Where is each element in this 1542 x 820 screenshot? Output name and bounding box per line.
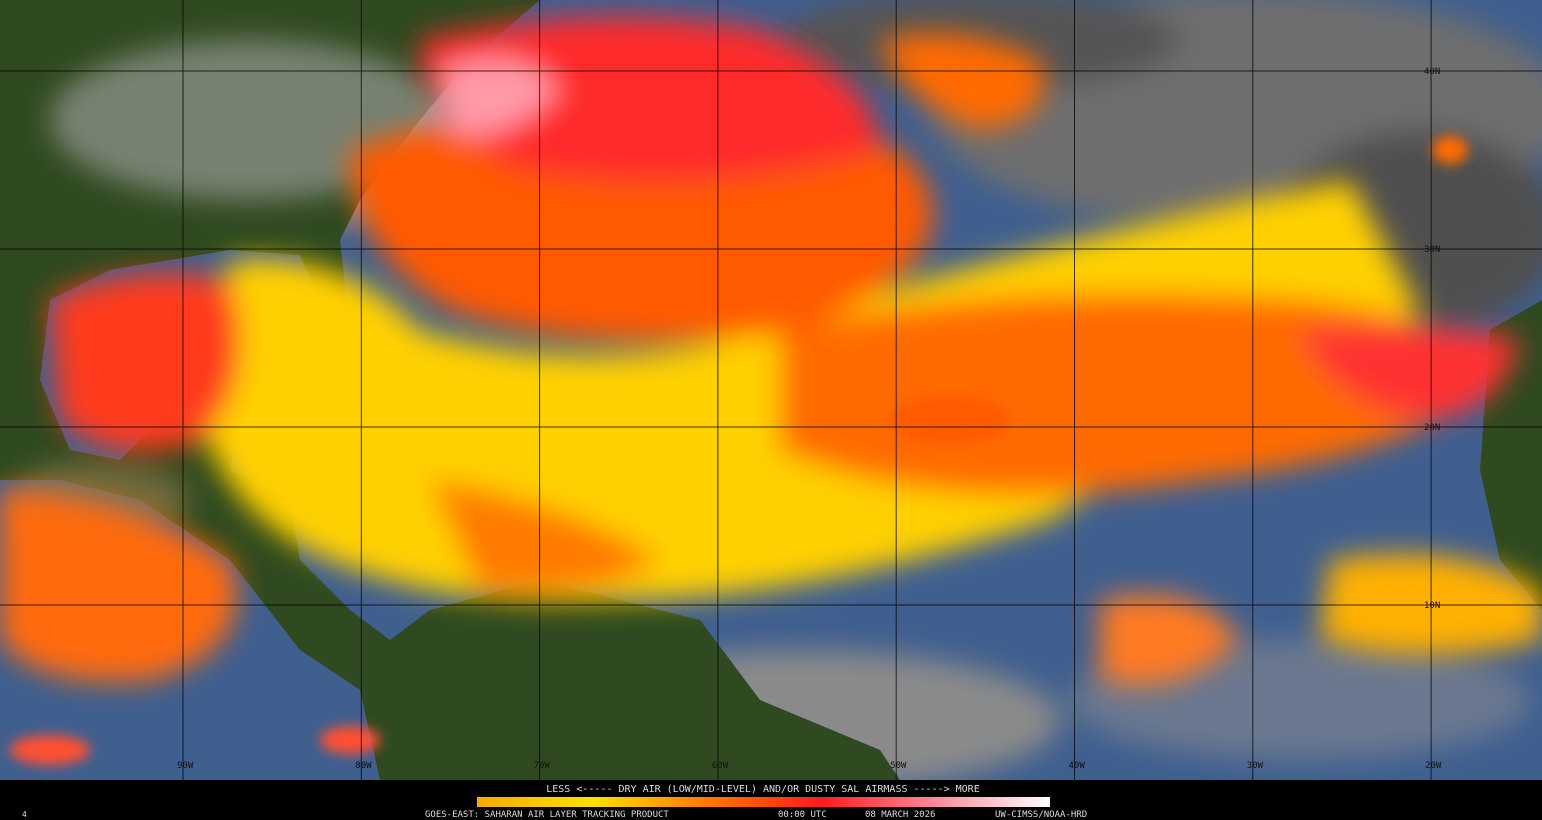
legend-text: LESS <----- DRY AIR (LOW/MID-LEVEL) AND/… <box>546 784 979 795</box>
lon-label: 50W <box>890 761 907 771</box>
footer-product: GOES-EAST: SAHARAN AIR LAYER TRACKING PR… <box>425 810 669 820</box>
footer-time: 00:00 UTC <box>778 810 827 820</box>
graticule <box>0 0 1542 780</box>
dry-air-detail <box>10 136 1468 765</box>
dry-air <box>0 17 1542 685</box>
footer-date: 08 MARCH 2026 <box>865 810 935 820</box>
lon-label: 60W <box>712 761 729 771</box>
lon-label: 70W <box>534 761 551 771</box>
lon-label: 80W <box>355 761 372 771</box>
corner-mark: 4 <box>22 810 27 819</box>
lon-label: 90W <box>177 761 194 771</box>
lat-label: 40N <box>1424 67 1440 77</box>
lat-label: 10N <box>1424 601 1440 611</box>
lon-label: 20W <box>1425 761 1442 771</box>
lat-label: 30N <box>1424 245 1440 255</box>
footer-source: UW-CIMSS/NOAA-HRD <box>995 810 1087 820</box>
lon-label: 40W <box>1069 761 1086 771</box>
lon-label: 30W <box>1247 761 1264 771</box>
lat-label: 20N <box>1424 423 1440 433</box>
graticule-labels: 40N 30N 20N 10N 90W 80W 70W 60W 50W 40W 30W 20W <box>177 67 1442 771</box>
color-bar <box>477 797 1050 807</box>
